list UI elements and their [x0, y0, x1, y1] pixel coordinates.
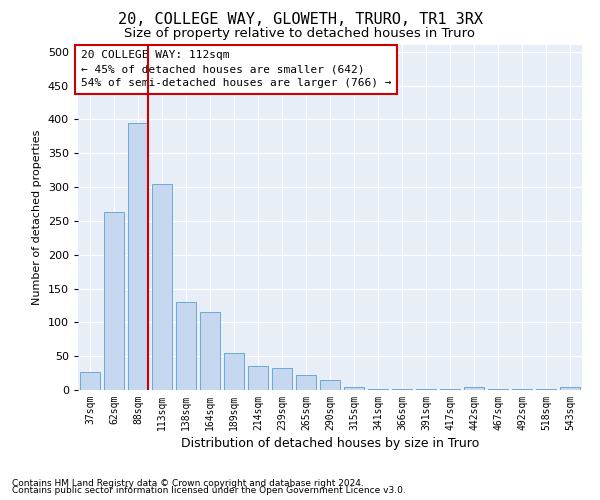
Text: Size of property relative to detached houses in Truro: Size of property relative to detached ho…: [125, 28, 476, 40]
Bar: [128, 123, 148, 390]
Bar: [200, 312, 220, 390]
Bar: [560, 386, 580, 390]
Bar: [80, 372, 100, 390]
Bar: [368, 388, 388, 390]
Bar: [152, 184, 172, 390]
X-axis label: Distribution of detached houses by size in Truro: Distribution of detached houses by size …: [181, 437, 479, 450]
Text: 20, COLLEGE WAY, GLOWETH, TRURO, TR1 3RX: 20, COLLEGE WAY, GLOWETH, TRURO, TR1 3RX: [118, 12, 482, 28]
Bar: [272, 368, 292, 390]
Bar: [176, 302, 196, 390]
Text: Contains HM Land Registry data © Crown copyright and database right 2024.: Contains HM Land Registry data © Crown c…: [12, 478, 364, 488]
Bar: [344, 386, 364, 390]
Bar: [320, 380, 340, 390]
Text: Contains public sector information licensed under the Open Government Licence v3: Contains public sector information licen…: [12, 486, 406, 495]
Y-axis label: Number of detached properties: Number of detached properties: [32, 130, 42, 305]
Bar: [104, 212, 124, 390]
Bar: [248, 366, 268, 390]
Text: 20 COLLEGE WAY: 112sqm
← 45% of detached houses are smaller (642)
54% of semi-de: 20 COLLEGE WAY: 112sqm ← 45% of detached…: [80, 50, 391, 88]
Bar: [224, 353, 244, 390]
Bar: [464, 386, 484, 390]
Bar: [296, 375, 316, 390]
